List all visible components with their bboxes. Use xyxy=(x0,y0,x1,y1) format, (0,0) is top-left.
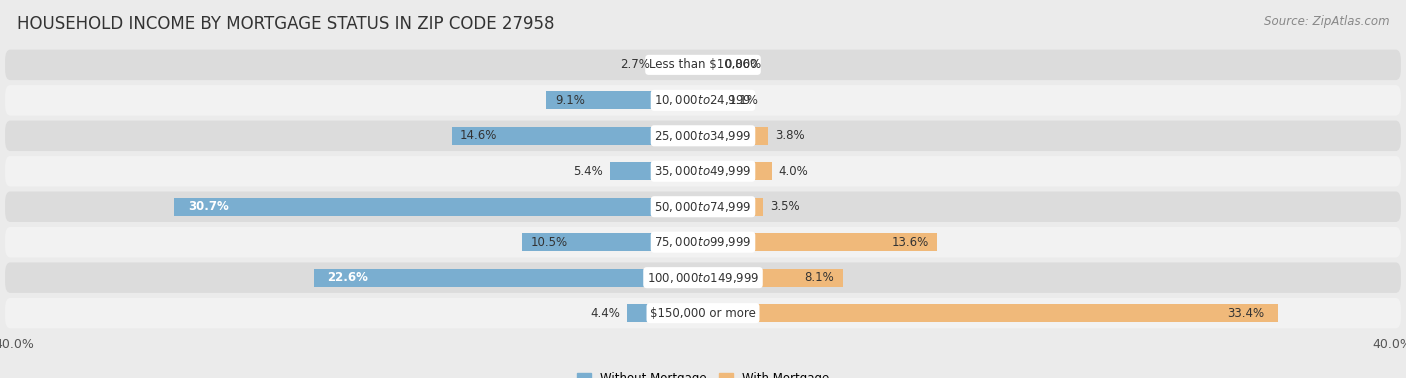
FancyBboxPatch shape xyxy=(6,50,1400,80)
Bar xyxy=(522,233,703,251)
Text: $100,000 to $149,999: $100,000 to $149,999 xyxy=(647,271,759,285)
Text: 13.6%: 13.6% xyxy=(891,236,928,249)
Bar xyxy=(451,127,703,145)
Bar xyxy=(703,269,842,287)
Text: $50,000 to $74,999: $50,000 to $74,999 xyxy=(654,200,752,214)
Text: Less than $10,000: Less than $10,000 xyxy=(648,58,758,71)
Text: $35,000 to $49,999: $35,000 to $49,999 xyxy=(654,164,752,178)
Text: 30.7%: 30.7% xyxy=(188,200,229,213)
Bar xyxy=(703,127,769,145)
Bar xyxy=(610,163,703,180)
Text: 4.4%: 4.4% xyxy=(591,307,620,320)
Text: 0.86%: 0.86% xyxy=(724,58,762,71)
Text: 9.1%: 9.1% xyxy=(555,94,585,107)
Text: $10,000 to $24,999: $10,000 to $24,999 xyxy=(654,93,752,107)
FancyBboxPatch shape xyxy=(6,121,1400,151)
Bar xyxy=(314,269,703,287)
Text: 33.4%: 33.4% xyxy=(1227,307,1264,320)
Bar xyxy=(547,91,703,109)
FancyBboxPatch shape xyxy=(6,192,1400,222)
FancyBboxPatch shape xyxy=(6,262,1400,293)
Text: 3.5%: 3.5% xyxy=(770,200,800,213)
FancyBboxPatch shape xyxy=(6,156,1400,186)
FancyBboxPatch shape xyxy=(6,85,1400,116)
Bar xyxy=(657,56,703,74)
Bar xyxy=(703,198,763,215)
Bar xyxy=(703,163,772,180)
Text: 10.5%: 10.5% xyxy=(531,236,568,249)
Text: 2.7%: 2.7% xyxy=(620,58,650,71)
FancyBboxPatch shape xyxy=(6,298,1400,328)
Bar xyxy=(627,304,703,322)
Text: 5.4%: 5.4% xyxy=(574,165,603,178)
Bar xyxy=(174,198,703,215)
Text: 3.8%: 3.8% xyxy=(775,129,806,142)
Text: $75,000 to $99,999: $75,000 to $99,999 xyxy=(654,235,752,249)
Bar xyxy=(703,233,938,251)
Text: $25,000 to $34,999: $25,000 to $34,999 xyxy=(654,129,752,143)
FancyBboxPatch shape xyxy=(6,227,1400,257)
Text: HOUSEHOLD INCOME BY MORTGAGE STATUS IN ZIP CODE 27958: HOUSEHOLD INCOME BY MORTGAGE STATUS IN Z… xyxy=(17,15,554,33)
Text: $150,000 or more: $150,000 or more xyxy=(650,307,756,320)
Bar xyxy=(703,56,718,74)
Text: 8.1%: 8.1% xyxy=(804,271,834,284)
Bar xyxy=(703,91,721,109)
Text: 4.0%: 4.0% xyxy=(779,165,808,178)
Text: 14.6%: 14.6% xyxy=(460,129,498,142)
Text: 22.6%: 22.6% xyxy=(328,271,368,284)
Text: Source: ZipAtlas.com: Source: ZipAtlas.com xyxy=(1264,15,1389,28)
Bar xyxy=(703,304,1278,322)
Legend: Without Mortgage, With Mortgage: Without Mortgage, With Mortgage xyxy=(572,367,834,378)
Text: 1.1%: 1.1% xyxy=(728,94,759,107)
